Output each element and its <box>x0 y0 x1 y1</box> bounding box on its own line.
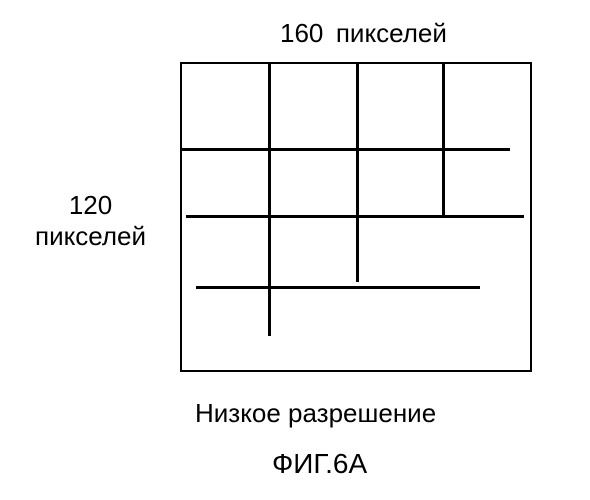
figure-label: ФИГ.6А <box>272 448 367 480</box>
width-unit: пикселей <box>336 18 447 48</box>
height-value: 120 <box>35 190 146 221</box>
caption-text: Низкое разрешение <box>195 398 436 429</box>
v-line-2 <box>356 62 359 282</box>
width-label: 160 пикселей <box>280 18 447 49</box>
v-line-3 <box>442 62 445 218</box>
height-unit: пикселей <box>35 221 146 252</box>
height-label: 120 пикселей <box>35 190 146 252</box>
width-value: 160 <box>280 18 323 48</box>
h-line-3 <box>196 286 480 289</box>
h-line-1 <box>180 148 510 151</box>
h-line-2 <box>186 215 524 218</box>
v-line-1 <box>268 62 271 336</box>
